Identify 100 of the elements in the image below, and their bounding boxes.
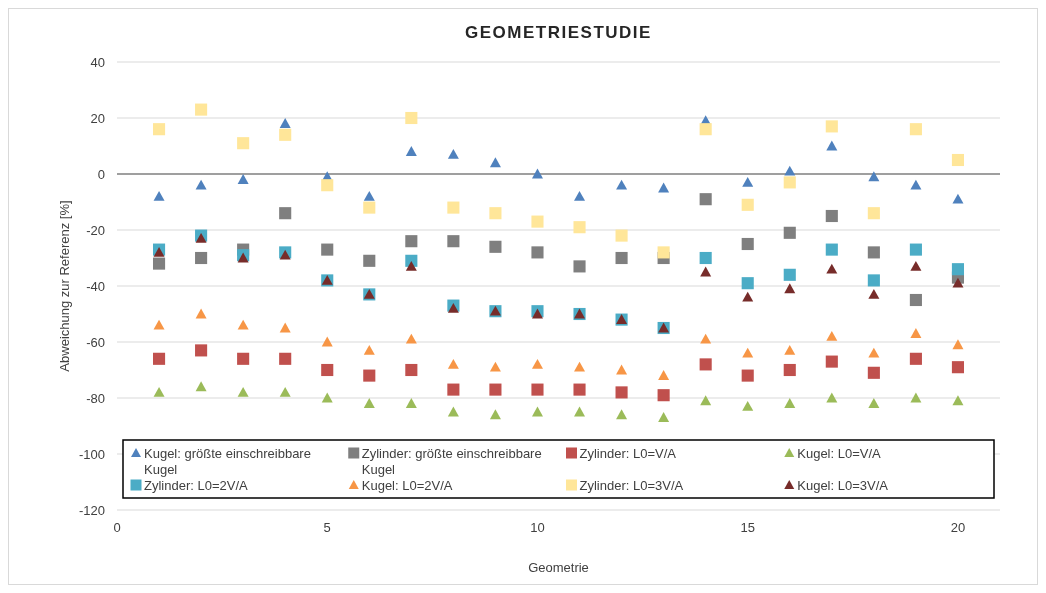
point xyxy=(868,288,880,299)
point xyxy=(574,361,586,372)
point xyxy=(489,157,501,168)
point xyxy=(447,201,460,214)
point xyxy=(363,254,376,267)
point xyxy=(615,386,628,399)
y-tick-label: 0 xyxy=(97,166,105,182)
y-axis-title: Abweichung zur Referenz [%] xyxy=(57,200,72,372)
point xyxy=(573,260,586,273)
point xyxy=(447,148,459,159)
point xyxy=(784,283,796,294)
point xyxy=(952,193,964,204)
point xyxy=(910,260,922,271)
point xyxy=(237,174,249,184)
point xyxy=(153,257,166,270)
chart-title: GEOMETRIESTUDIE xyxy=(465,23,652,42)
x-tick-label: 20 xyxy=(950,520,966,535)
point xyxy=(573,383,586,396)
point xyxy=(825,243,838,256)
point xyxy=(574,406,586,417)
point xyxy=(363,344,375,355)
point xyxy=(868,347,880,358)
point xyxy=(195,308,207,319)
point xyxy=(909,293,922,307)
x-axis-title: Geometrie xyxy=(528,560,589,575)
point xyxy=(489,383,502,396)
point xyxy=(741,369,754,382)
point xyxy=(279,322,291,333)
point xyxy=(405,398,417,408)
point xyxy=(489,409,501,420)
x-tick-label: 15 xyxy=(740,520,755,535)
point xyxy=(909,123,922,136)
point xyxy=(868,398,880,408)
legend-label: Zylinder: größte einschreibbare Kugel xyxy=(361,446,542,477)
point xyxy=(910,392,922,403)
legend-label: Zylinder: L0=V/A xyxy=(579,446,677,461)
point xyxy=(741,198,754,211)
point xyxy=(826,140,838,151)
point xyxy=(951,263,964,276)
point xyxy=(867,366,880,379)
point xyxy=(153,386,165,397)
point xyxy=(363,369,376,382)
point xyxy=(658,370,670,380)
point xyxy=(657,246,670,259)
point xyxy=(531,168,543,179)
point xyxy=(699,358,712,371)
point xyxy=(489,207,502,220)
point xyxy=(825,355,838,368)
point xyxy=(405,333,417,344)
y-tick-label: 20 xyxy=(90,110,105,126)
point xyxy=(657,389,670,402)
point xyxy=(952,395,964,406)
point xyxy=(867,246,880,259)
point xyxy=(237,137,250,150)
point xyxy=(867,207,880,220)
legend-label: Zylinder: L0=3V/A xyxy=(579,478,684,493)
point xyxy=(153,123,166,136)
point xyxy=(826,263,838,274)
point xyxy=(447,383,460,396)
point xyxy=(405,111,418,125)
point xyxy=(153,190,165,201)
point xyxy=(153,319,165,330)
point xyxy=(489,240,502,253)
point xyxy=(616,179,628,190)
point xyxy=(868,171,880,182)
point xyxy=(405,363,418,377)
point xyxy=(531,215,544,228)
point xyxy=(742,176,754,187)
point xyxy=(447,406,459,417)
point xyxy=(699,251,712,265)
point xyxy=(616,409,628,420)
point xyxy=(195,381,207,392)
point xyxy=(237,352,250,365)
point xyxy=(405,146,417,156)
point xyxy=(489,361,501,372)
legend-label: Kugel: L0=3V/A xyxy=(797,478,889,493)
point xyxy=(909,352,922,365)
point xyxy=(910,179,922,190)
legend-label: Zylinder: L0=2V/A xyxy=(144,478,249,493)
point xyxy=(405,235,418,248)
point xyxy=(783,176,796,189)
legend-label: Kugel: L0=2V/A xyxy=(361,478,453,493)
point xyxy=(742,291,754,302)
point xyxy=(741,277,754,290)
point xyxy=(658,182,670,193)
point xyxy=(699,123,712,136)
point xyxy=(742,347,754,358)
point xyxy=(700,395,712,406)
legend-label: Kugel: größte einschreibbare Kugel xyxy=(144,446,311,477)
point xyxy=(321,363,334,377)
point xyxy=(237,319,249,330)
point xyxy=(784,344,796,355)
point xyxy=(658,412,670,422)
point xyxy=(531,358,543,369)
point xyxy=(742,400,754,411)
point xyxy=(952,277,964,288)
point xyxy=(279,118,291,128)
y-tick-label: 40 xyxy=(90,54,105,70)
point xyxy=(279,207,292,220)
point xyxy=(825,120,838,133)
